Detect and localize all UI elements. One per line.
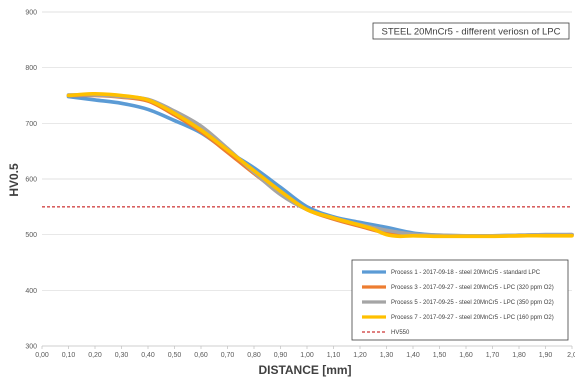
annotation-text: STEEL 20MnCr5 - different veriosn of LPC <box>382 27 561 38</box>
y-tick-label: 500 <box>25 232 37 239</box>
x-tick-label: 1,80 <box>512 352 526 359</box>
x-tick-label: 0,90 <box>274 352 288 359</box>
x-tick-label: 1,70 <box>486 352 500 359</box>
legend-items: Process 1 - 2017-09-18 - steel 20MnCr5 -… <box>362 270 554 336</box>
x-tick-label: 0,00 <box>35 352 49 359</box>
x-tick-label: 0,20 <box>88 352 102 359</box>
x-tick-label: 1,20 <box>353 352 367 359</box>
legend-label: HV550 <box>391 330 410 336</box>
y-tick-label: 300 <box>25 344 37 351</box>
x-axis-ticks: 0,00 0,10 0,20 0,30 0,40 0,50 0,60 0,70 0,80 0,90… <box>35 346 575 359</box>
x-tick-label: 0,40 <box>141 352 155 359</box>
x-tick-label: 0,60 <box>194 352 208 359</box>
x-tick-label: 1,40 <box>406 352 420 359</box>
x-tick-label: 1,30 <box>380 352 394 359</box>
y-axis-title: HV0.5 <box>7 163 21 197</box>
x-tick-label: 0,80 <box>247 352 261 359</box>
x-tick-label: 1,10 <box>327 352 341 359</box>
x-axis-title: DISTANCE [mm] <box>258 363 351 377</box>
x-tick-label: 1,60 <box>459 352 473 359</box>
y-tick-label: 700 <box>25 121 37 128</box>
y-tick-label: 400 <box>25 288 37 295</box>
legend-border <box>351 259 569 341</box>
x-tick-label: 2,0 <box>567 352 575 359</box>
series-group <box>66 91 574 239</box>
x-tick-label: 0,70 <box>221 352 235 359</box>
x-tick-label: 0,10 <box>62 352 76 359</box>
annotation-box: STEEL 20MnCr5 - different veriosn of LPC <box>372 22 570 40</box>
series-line-4 <box>66 91 574 239</box>
y-tick-label: 600 <box>25 177 37 184</box>
legend-label: Process 5 - 2017-09-25 - steel 20MnCr5 -… <box>391 300 554 306</box>
y-tick-label: 900 <box>25 10 37 17</box>
gridlines <box>42 11 572 291</box>
x-tick-label: 0,50 <box>168 352 182 359</box>
legend-label: Process 7 - 2017-09-27 - steel 20MnCr5 -… <box>391 315 554 321</box>
x-tick-label: 1,50 <box>433 352 447 359</box>
x-tick-label: 0,30 <box>115 352 129 359</box>
y-tick-label: 800 <box>25 65 37 72</box>
legend-label: Process 3 - 2017-09-27 - steel 20MnCr5 -… <box>391 285 554 291</box>
x-tick-label: 1,00 <box>300 352 314 359</box>
y-axis-ticks: 300 400 500 600 700 800 900 <box>25 10 37 351</box>
annotation-border <box>372 22 570 40</box>
legend: Process 1 - 2017-09-18 - steel 20MnCr5 -… <box>351 259 569 341</box>
x-tick-label: 1,90 <box>539 352 553 359</box>
legend-label: Process 1 - 2017-09-18 - steel 20MnCr5 -… <box>391 270 541 276</box>
